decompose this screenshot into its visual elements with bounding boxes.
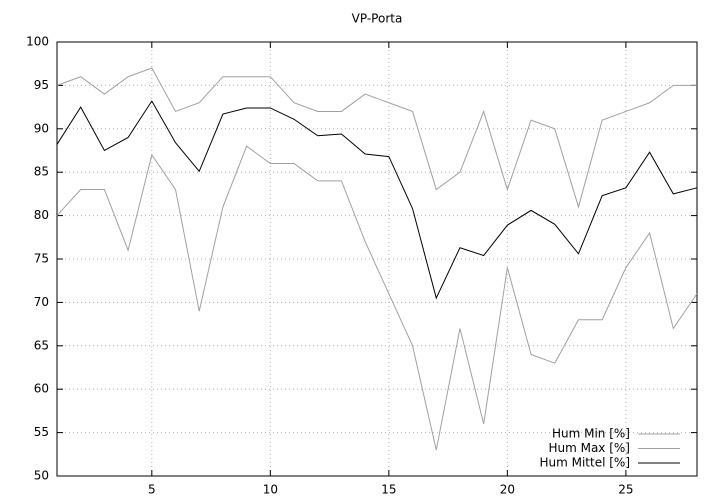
y-tick-label: 95 (34, 78, 49, 92)
x-tick-label: 15 (381, 483, 396, 497)
series-line (56, 100, 698, 300)
x-tick-label: 20 (500, 483, 515, 497)
series-line (56, 145, 698, 451)
y-tick-label: 65 (34, 338, 49, 352)
series-line (56, 67, 697, 209)
plot-frame (56, 41, 698, 477)
x-tick-label: 10 (263, 483, 278, 497)
x-tick-label: 5 (148, 483, 156, 497)
legend-label: Hum Max [%] (548, 441, 630, 455)
y-tick-label: 90 (34, 121, 49, 135)
y-tick-label: 75 (34, 252, 49, 266)
legend-label: Hum Mittel [%] (539, 456, 630, 470)
y-tick-label: 70 (34, 295, 49, 309)
y-tick-label: 85 (34, 165, 49, 179)
y-tick-label: 100 (26, 35, 49, 49)
chart-title: VP-Porta (352, 12, 403, 26)
y-tick-label: 55 (34, 425, 49, 439)
y-tick-label: 60 (34, 382, 49, 396)
y-tick-label: 80 (34, 208, 49, 222)
y-tick-label: 50 (34, 469, 49, 483)
x-tick-label: 25 (618, 483, 633, 497)
legend-label: Hum Min [%] (552, 427, 630, 441)
